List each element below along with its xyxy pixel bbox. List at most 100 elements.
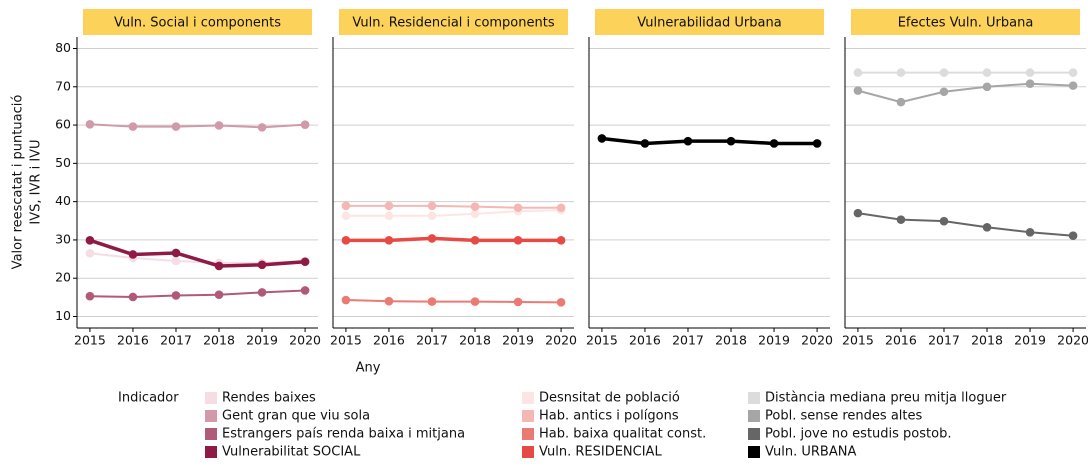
- panel-title: Vuln. Residencial i components: [352, 16, 554, 31]
- series-line: [89, 238, 306, 268]
- point: [300, 286, 310, 295]
- point: [1025, 68, 1035, 77]
- x-tick-label: 2020: [289, 333, 321, 348]
- point: [171, 291, 181, 300]
- x-tick-label: 2017: [416, 333, 448, 348]
- point: [939, 87, 949, 97]
- legend-label: Vuln. RESIDENCIAL: [539, 445, 662, 460]
- point: [640, 139, 650, 148]
- y-tick-label: 50: [55, 155, 71, 170]
- point: [556, 298, 566, 307]
- point: [1025, 227, 1035, 237]
- point: [128, 122, 138, 131]
- series-line: [345, 299, 562, 304]
- x-tick-label: 2016: [117, 333, 149, 348]
- point: [257, 260, 267, 270]
- point: [853, 68, 863, 77]
- point: [683, 136, 693, 146]
- point: [85, 291, 95, 301]
- series-line: [857, 212, 1074, 237]
- x-tick-label: 2018: [203, 333, 235, 348]
- x-tick-label: 2019: [246, 333, 278, 348]
- point: [726, 136, 736, 146]
- x-tick-label: 2020: [545, 333, 577, 348]
- point: [341, 236, 351, 245]
- legend-label: Hab. baixa qualitat const.: [539, 427, 706, 442]
- point: [982, 222, 992, 232]
- y-tick-label: 40: [55, 193, 71, 208]
- legend-label: Pobl. jove no estudis postob.: [765, 427, 951, 442]
- y-tick-label: 30: [55, 231, 71, 246]
- point: [384, 296, 394, 306]
- series-line: [601, 136, 818, 146]
- point: [341, 295, 351, 305]
- point: [853, 208, 863, 218]
- legend-label: Estrangers país renda baixa i mitjana: [222, 427, 465, 442]
- y-tick-label: 80: [55, 40, 71, 55]
- point: [556, 236, 566, 245]
- legend-label: Desnsitat de població: [539, 391, 680, 406]
- point: [214, 121, 224, 130]
- legend-label: Pobl. sense rendes altes: [765, 409, 922, 424]
- y-tick-label: 70: [55, 78, 71, 93]
- point: [853, 86, 863, 95]
- point: [214, 290, 224, 299]
- legend-swatch: [205, 392, 217, 404]
- point: [257, 288, 267, 297]
- y-axis-label: Valor reescatat i puntuació: [11, 95, 26, 270]
- legend-label: Vuln. URBANA: [765, 445, 856, 460]
- point: [300, 257, 310, 267]
- legend-swatch: [748, 392, 760, 404]
- legend-label: Hab. antics i polígons: [539, 409, 679, 424]
- point: [171, 122, 181, 131]
- x-tick-label: 2019: [502, 333, 534, 348]
- point: [384, 201, 394, 211]
- point: [1025, 79, 1035, 89]
- point: [470, 236, 480, 245]
- point: [128, 292, 138, 302]
- legend-swatch: [522, 392, 534, 404]
- point: [896, 68, 906, 77]
- point: [812, 139, 822, 148]
- panel-header: [83, 9, 312, 35]
- legend-swatch: [522, 446, 534, 458]
- point: [470, 297, 480, 306]
- point: [427, 201, 437, 211]
- legend-swatch: [205, 428, 217, 440]
- series-line: [89, 289, 306, 298]
- point: [513, 236, 523, 245]
- point: [85, 236, 95, 245]
- series-line: [345, 236, 562, 243]
- panel-header: [851, 9, 1080, 35]
- point: [769, 139, 779, 148]
- point: [427, 234, 437, 243]
- point: [982, 82, 992, 92]
- point: [470, 209, 480, 219]
- panel-title: Vuln. Social i components: [114, 16, 281, 31]
- point: [556, 203, 566, 213]
- point: [1068, 68, 1078, 77]
- x-tick-label: 2015: [842, 333, 874, 348]
- series-line: [89, 123, 306, 129]
- x-tick-label: 2015: [330, 333, 362, 348]
- legend-swatch: [205, 410, 217, 422]
- point: [982, 68, 992, 77]
- panel-header: [339, 9, 568, 35]
- series-line: [345, 209, 562, 217]
- point: [384, 236, 394, 245]
- x-tick-label: 2018: [459, 333, 491, 348]
- point: [939, 216, 949, 226]
- point: [513, 203, 523, 213]
- point: [214, 261, 224, 271]
- panel-title: Vulnerabilidad Urbana: [637, 16, 781, 31]
- point: [85, 120, 95, 129]
- legend-label: Distància mediana preu mitja lloguer: [765, 391, 1007, 406]
- legend-swatch: [205, 446, 217, 458]
- legend-label: Vulnerabilitat SOCIAL: [222, 445, 361, 460]
- point: [341, 201, 351, 211]
- point: [1068, 81, 1078, 90]
- x-tick-label: 2017: [672, 333, 704, 348]
- point: [300, 120, 310, 129]
- x-tick-label: 2016: [373, 333, 405, 348]
